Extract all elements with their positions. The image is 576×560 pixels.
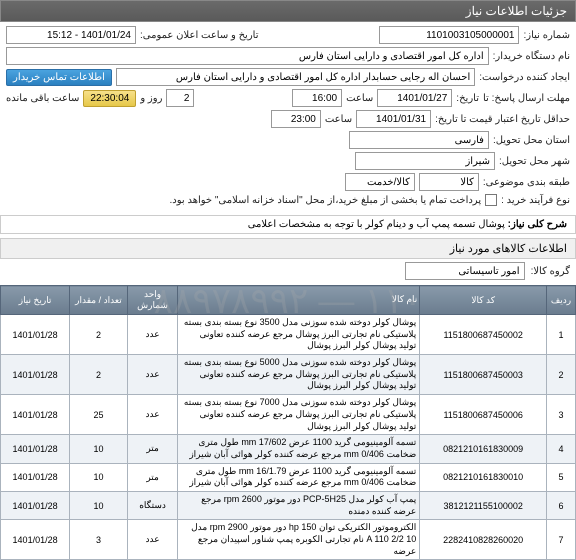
cell-idx: 4 bbox=[547, 435, 576, 463]
cell-qty: 2 bbox=[70, 355, 128, 395]
pack-service: کالا/خدمت bbox=[345, 173, 415, 191]
remain-days: 2 bbox=[166, 89, 194, 107]
cell-code: 3812121155100002 bbox=[420, 491, 547, 519]
purchase-checkbox[interactable] bbox=[485, 194, 497, 206]
cell-idx: 3 bbox=[547, 395, 576, 435]
cell-unit: متر bbox=[127, 435, 178, 463]
col-name: نام کالا bbox=[178, 286, 420, 315]
need-no-value: 1101003105000001 bbox=[379, 26, 519, 44]
credit-time-label: ساعت bbox=[325, 114, 352, 125]
cell-qty: 10 bbox=[70, 491, 128, 519]
cell-code: 1151800687450003 bbox=[420, 355, 547, 395]
cell-qty: 2 bbox=[70, 315, 128, 355]
buyer-value: اداره کل امور اقتصادی و دارایی استان فار… bbox=[6, 47, 489, 65]
cell-idx: 7 bbox=[547, 520, 576, 560]
group-value: امور تاسیساتی bbox=[405, 262, 525, 280]
deadline-time-label: ساعت bbox=[346, 93, 373, 104]
credit-time: 23:00 bbox=[271, 110, 321, 128]
announce-value: 1401/01/24 - 15:12 bbox=[6, 26, 136, 44]
table-row[interactable]: 11151800687450002پوشال کولر دوخته شده سو… bbox=[1, 315, 576, 355]
pack-goods: کالا bbox=[419, 173, 479, 191]
col-qty: تعداد / مقدار bbox=[70, 286, 128, 315]
cell-name: پوشال کولر دوخته شده سوزنی مدل 5000 نوع … bbox=[178, 355, 420, 395]
deadline-date: 1401/01/27 bbox=[377, 89, 452, 107]
credit-date: 1401/01/31 bbox=[356, 110, 431, 128]
remain-suffix: ساعت باقی مانده bbox=[6, 93, 79, 104]
goods-table: ردیف کد کالا نام کالا واحد شمارش تعداد /… bbox=[0, 285, 576, 560]
requester-value: احسان اله رجایی حسابدار اداره کل امور اق… bbox=[116, 68, 475, 86]
city-value: شیراز bbox=[355, 152, 495, 170]
cell-date: 1401/01/28 bbox=[1, 491, 70, 519]
desc-text: پوشال تسمه پمپ آب و دینام کولر با توجه ب… bbox=[248, 219, 505, 230]
col-code: کد کالا bbox=[420, 286, 547, 315]
cell-code: 1151800687450002 bbox=[420, 315, 547, 355]
cell-idx: 5 bbox=[547, 463, 576, 491]
cell-qty: 10 bbox=[70, 463, 128, 491]
city-label: شهر محل تحویل: bbox=[499, 156, 570, 167]
cell-idx: 2 bbox=[547, 355, 576, 395]
cell-code: 2282410828260020 bbox=[420, 520, 547, 560]
cell-unit: متر bbox=[127, 463, 178, 491]
province-label: استان محل تحویل: bbox=[493, 135, 570, 146]
desc-label: شرح کلی نیاز: bbox=[508, 219, 567, 230]
deadline-date-label: تاریخ: bbox=[456, 93, 479, 104]
cell-date: 1401/01/28 bbox=[1, 355, 70, 395]
purchase-note: پرداخت تمام یا بخشی از مبلغ خرید،از محل … bbox=[170, 195, 482, 206]
group-label: گروه کالا: bbox=[531, 266, 570, 277]
col-date: تاریخ نیاز bbox=[1, 286, 70, 315]
deadline-label: مهلت ارسال پاسخ: تا bbox=[483, 93, 570, 104]
cell-name: الکتروموتور الکتریکی توان hp 150 دور موت… bbox=[178, 520, 420, 560]
table-row[interactable]: 63812121155100002پمپ آب کولر مدل PCP-5H2… bbox=[1, 491, 576, 519]
cell-unit: عدد bbox=[127, 395, 178, 435]
cell-name: تسمه آلومینیومی گرید 1100 عرض mm 17/602 … bbox=[178, 435, 420, 463]
cell-idx: 1 bbox=[547, 315, 576, 355]
cell-qty: 10 bbox=[70, 435, 128, 463]
col-idx: ردیف bbox=[547, 286, 576, 315]
cell-date: 1401/01/28 bbox=[1, 315, 70, 355]
cell-idx: 6 bbox=[547, 491, 576, 519]
contact-buyer-button[interactable]: اطلاعات تماس خریدار bbox=[6, 69, 112, 86]
table-row[interactable]: 72282410828260020الکتروموتور الکتریکی تو… bbox=[1, 520, 576, 560]
panel-title: جزئیات اطلاعات نیاز bbox=[0, 0, 576, 22]
cell-name: تسمه آلومینیومی گرید 1100 عرض mm 16/1.79… bbox=[178, 463, 420, 491]
deadline-time: 16:00 bbox=[292, 89, 342, 107]
table-row[interactable]: 31151800687450006پوشال کولر دوخته شده سو… bbox=[1, 395, 576, 435]
remain-time-badge: 22:30:04 bbox=[83, 90, 136, 107]
cell-unit: عدد bbox=[127, 355, 178, 395]
remain-days-label: روز و bbox=[140, 93, 162, 104]
cell-date: 1401/01/28 bbox=[1, 463, 70, 491]
table-row[interactable]: 21151800687450003پوشال کولر دوخته شده سو… bbox=[1, 355, 576, 395]
announce-label: تاریخ و ساعت اعلان عمومی: bbox=[140, 30, 259, 41]
cell-qty: 3 bbox=[70, 520, 128, 560]
cell-code: 0821210161830009 bbox=[420, 435, 547, 463]
cell-unit: عدد bbox=[127, 315, 178, 355]
purchase-type-label: نوع فرآیند خرید : bbox=[501, 195, 570, 206]
need-description-row: شرح کلی نیاز: پوشال تسمه پمپ آب و دینام … bbox=[0, 215, 576, 234]
cell-code: 0821210161830010 bbox=[420, 463, 547, 491]
buyer-label: نام دستگاه خریدار: bbox=[493, 51, 570, 62]
province-value: فارسى bbox=[349, 131, 489, 149]
credit-label: حداقل تاریخ اعتبار قیمت تا تاریخ: bbox=[435, 114, 570, 125]
goods-section-header: اطلاعات کالاهای مورد نیاز bbox=[0, 238, 576, 259]
col-unit: واحد شمارش bbox=[127, 286, 178, 315]
need-no-label: شماره نیاز: bbox=[523, 30, 570, 41]
requester-label: ایجاد کننده درخواست: bbox=[479, 72, 570, 83]
cell-unit: دستگاه bbox=[127, 491, 178, 519]
cell-unit: عدد bbox=[127, 520, 178, 560]
cell-qty: 25 bbox=[70, 395, 128, 435]
cell-date: 1401/01/28 bbox=[1, 395, 70, 435]
cell-name: پوشال کولر دوخته شده سوزنی مدل 7000 نوع … bbox=[178, 395, 420, 435]
cell-code: 1151800687450006 bbox=[420, 395, 547, 435]
cell-date: 1401/01/28 bbox=[1, 435, 70, 463]
cell-name: پوشال کولر دوخته شده سوزنی مدل 3500 نوع … bbox=[178, 315, 420, 355]
table-row[interactable]: 50821210161830010تسمه آلومینیومی گرید 11… bbox=[1, 463, 576, 491]
pack-label: طبقه بندی موضوعی: bbox=[483, 177, 570, 188]
form-area: شماره نیاز: 1101003105000001 تاریخ و ساع… bbox=[0, 22, 576, 213]
cell-name: پمپ آب کولر مدل PCP-5H25 دور موتور rpm 2… bbox=[178, 491, 420, 519]
table-row[interactable]: 40821210161830009تسمه آلومینیومی گرید 11… bbox=[1, 435, 576, 463]
cell-date: 1401/01/28 bbox=[1, 520, 70, 560]
